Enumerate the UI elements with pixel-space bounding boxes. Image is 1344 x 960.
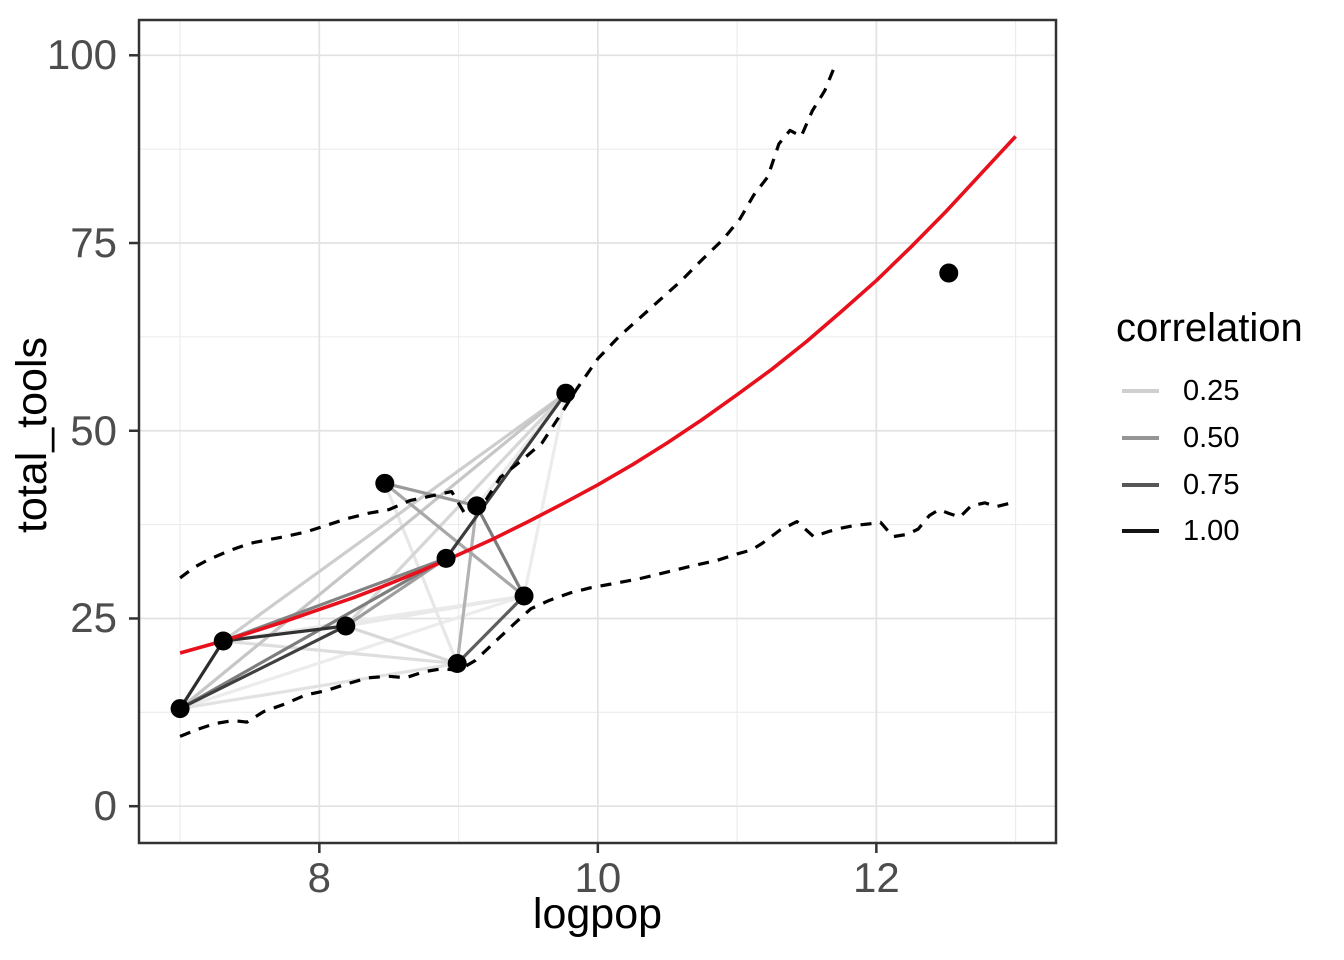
data-point bbox=[336, 616, 356, 636]
x-tick-label: 12 bbox=[853, 854, 900, 901]
y-tick-label: 25 bbox=[70, 594, 117, 642]
legend-key-line-025 bbox=[1122, 389, 1159, 393]
data-point bbox=[467, 496, 487, 516]
correlation-segment bbox=[178, 624, 348, 711]
data-point bbox=[514, 586, 534, 606]
x-axis-title: logpop bbox=[532, 890, 663, 938]
data-point bbox=[375, 473, 395, 493]
correlation-segment bbox=[455, 504, 479, 666]
y-tick-label: 75 bbox=[70, 219, 117, 267]
panel-border bbox=[137, 18, 1058, 845]
legend-key-line-050 bbox=[1122, 436, 1159, 440]
data-point bbox=[447, 654, 467, 674]
data-point bbox=[939, 263, 959, 283]
data-point bbox=[213, 631, 233, 651]
pi-upper-dashed-line bbox=[179, 65, 837, 580]
correlation-segment bbox=[221, 391, 568, 643]
legend-item-label: 0.25 bbox=[1183, 375, 1240, 407]
legend-key-line-100 bbox=[1122, 529, 1159, 533]
data-point bbox=[436, 548, 456, 568]
x-tick-label: 10 bbox=[574, 854, 622, 901]
correlation-segment bbox=[344, 391, 568, 628]
correlation-segment bbox=[455, 594, 526, 666]
correlation-segment bbox=[475, 504, 526, 598]
correlation-segment bbox=[178, 556, 448, 711]
correlation-segment bbox=[221, 624, 348, 643]
data-point bbox=[170, 699, 190, 719]
legend-item-label: 1.00 bbox=[1183, 515, 1240, 547]
y-tick-label: 50 bbox=[70, 406, 117, 454]
legend-item-label: 0.75 bbox=[1183, 469, 1240, 501]
correlation-segment bbox=[178, 639, 225, 711]
legend-title: correlation bbox=[1116, 306, 1303, 350]
posterior-mean-line bbox=[179, 135, 1017, 655]
correlation-segment bbox=[178, 661, 459, 711]
y-tick-label: 100 bbox=[46, 31, 117, 79]
correlation-segment bbox=[221, 639, 459, 666]
correlation-segment bbox=[178, 391, 568, 711]
x-tick-label: 8 bbox=[307, 854, 331, 901]
correlation-segment bbox=[444, 391, 568, 561]
legend-key-line-075 bbox=[1122, 483, 1159, 487]
correlation-segment bbox=[522, 391, 568, 598]
legend-item-label: 0.50 bbox=[1183, 422, 1240, 454]
data-point bbox=[556, 383, 576, 403]
correlation-segment bbox=[221, 556, 448, 643]
pi-lower-dashed-line bbox=[179, 501, 1010, 738]
y-tick-label: 0 bbox=[93, 782, 117, 830]
correlation-segment bbox=[344, 624, 459, 666]
